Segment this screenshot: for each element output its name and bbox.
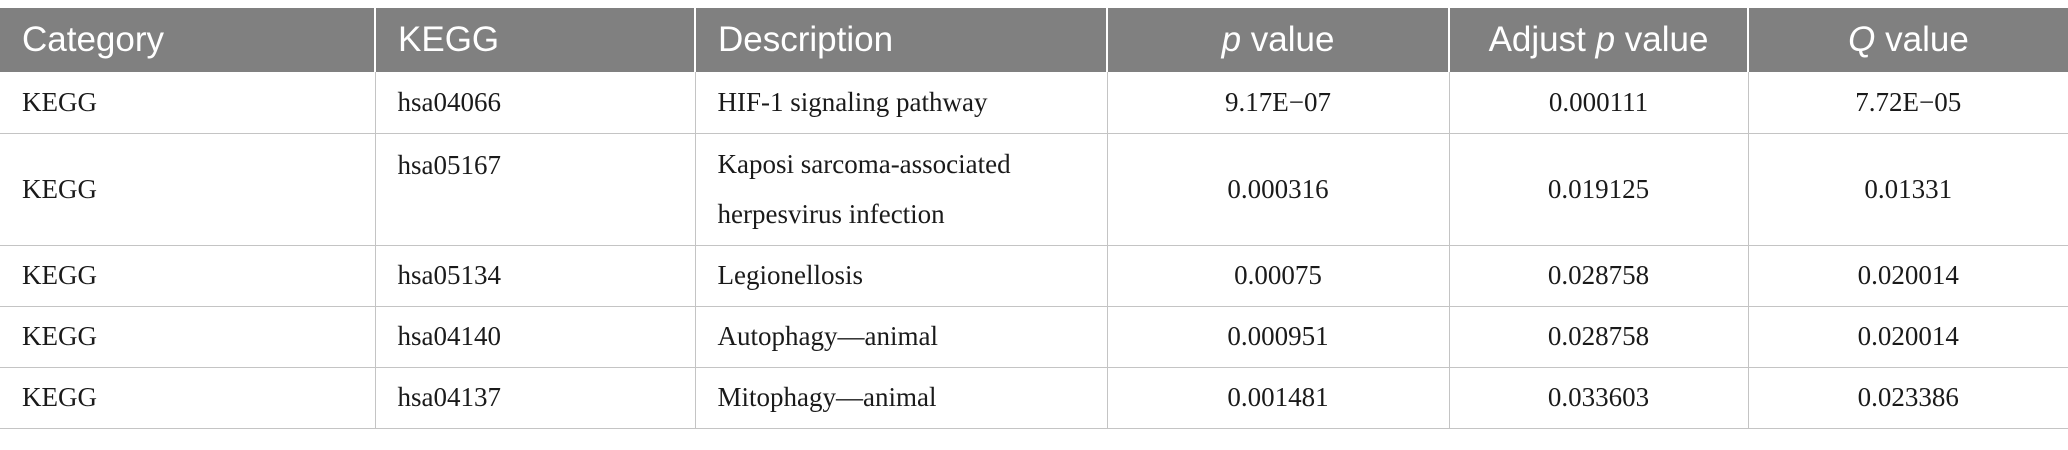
cell-category: KEGG (0, 367, 376, 429)
cell-description: Kaposi sarcoma-associated herpesvirus in… (695, 133, 1108, 246)
table-header: Category KEGG Description p value Adjust… (0, 8, 2068, 72)
table-row: KEGG hsa05167 Kaposi sarcoma-associated … (0, 133, 2068, 246)
cell-q-value: 0.020014 (1748, 245, 2068, 307)
header-adjust-rest: value (1615, 20, 1709, 59)
cell-p-value: 0.00075 (1107, 245, 1450, 307)
header-adjust-p-value: Adjust p value (1449, 8, 1749, 72)
cell-kegg-id: hsa04066 (375, 72, 696, 134)
cell-p-value: 9.17E−07 (1107, 72, 1450, 134)
cell-adjust-p-value: 0.028758 (1449, 245, 1749, 307)
cell-category: KEGG (0, 245, 376, 307)
cell-q-value: 7.72E−05 (1748, 72, 2068, 134)
header-p-value-italic: p (1221, 20, 1242, 59)
cell-description-line: herpesvirus infection (717, 199, 945, 229)
header-adjust-prefix: Adjust (1488, 20, 1596, 59)
kegg-enrichment-table: Category KEGG Description p value Adjust… (0, 8, 2068, 429)
cell-p-value: 0.000316 (1107, 133, 1450, 246)
cell-description: Autophagy—animal (695, 306, 1108, 368)
cell-q-value: 0.020014 (1748, 306, 2068, 368)
header-q-value: Q value (1748, 8, 2068, 72)
cell-description: Mitophagy—animal (695, 367, 1108, 429)
table-row: KEGG hsa04140 Autophagy—animal 0.000951 … (0, 306, 2068, 368)
cell-p-value: 0.001481 (1107, 367, 1450, 429)
cell-description-line: Kaposi sarcoma-associated (717, 149, 1011, 179)
cell-adjust-p-value: 0.028758 (1449, 306, 1749, 368)
header-q-rest: value (1875, 20, 1969, 59)
cell-kegg-id: hsa05134 (375, 245, 696, 307)
cell-category: KEGG (0, 306, 376, 368)
cell-description: HIF-1 signaling pathway (695, 72, 1108, 134)
cell-adjust-p-value: 0.033603 (1449, 367, 1749, 429)
header-category-label: Category (22, 20, 165, 59)
cell-q-value: 0.023386 (1748, 367, 2068, 429)
table-row: KEGG hsa04066 HIF-1 signaling pathway 9.… (0, 72, 2068, 134)
table-body: KEGG hsa04066 HIF-1 signaling pathway 9.… (0, 72, 2068, 429)
cell-q-value: 0.01331 (1748, 133, 2068, 246)
cell-kegg-id: hsa04140 (375, 306, 696, 368)
header-category: Category (0, 8, 376, 72)
cell-adjust-p-value: 0.019125 (1449, 133, 1749, 246)
header-q-italic: Q (1848, 20, 1876, 59)
cell-adjust-p-value: 0.000111 (1449, 72, 1749, 134)
header-p-value-rest: value (1241, 20, 1335, 59)
header-adjust-italic: p (1595, 20, 1616, 59)
header-kegg: KEGG (375, 8, 696, 72)
header-kegg-label: KEGG (398, 20, 500, 59)
header-description: Description (695, 8, 1108, 72)
cell-kegg-id: hsa04137 (375, 367, 696, 429)
kegg-enrichment-table-container: Category KEGG Description p value Adjust… (0, 8, 2068, 429)
header-row: Category KEGG Description p value Adjust… (0, 8, 2068, 72)
table-row: KEGG hsa05134 Legionellosis 0.00075 0.02… (0, 245, 2068, 307)
cell-category: KEGG (0, 133, 376, 246)
cell-kegg-id: hsa05167 (375, 133, 696, 246)
cell-p-value: 0.000951 (1107, 306, 1450, 368)
header-description-label: Description (718, 20, 894, 59)
cell-description: Legionellosis (695, 245, 1108, 307)
header-p-value: p value (1107, 8, 1450, 72)
table-row: KEGG hsa04137 Mitophagy—animal 0.001481 … (0, 367, 2068, 429)
cell-category: KEGG (0, 72, 376, 134)
